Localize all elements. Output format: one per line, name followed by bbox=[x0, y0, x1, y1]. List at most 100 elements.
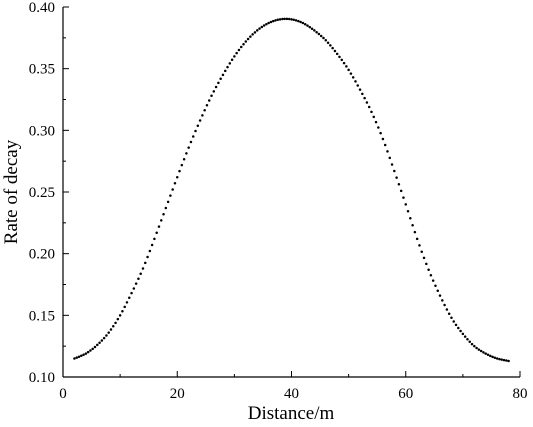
data-point bbox=[470, 342, 474, 346]
x-tick-label: 0 bbox=[59, 386, 67, 402]
data-point bbox=[173, 182, 177, 185]
data-point bbox=[358, 88, 362, 91]
data-point bbox=[406, 209, 410, 213]
data-point bbox=[178, 169, 181, 173]
y-tick-label: 0.15 bbox=[29, 308, 55, 324]
data-point bbox=[507, 359, 510, 363]
data-point bbox=[333, 49, 337, 53]
data-point bbox=[372, 115, 376, 119]
data-point bbox=[75, 356, 78, 359]
y-tick-label: 0.25 bbox=[29, 185, 55, 201]
data-point bbox=[139, 272, 142, 276]
data-point bbox=[486, 353, 490, 356]
data-point bbox=[454, 323, 458, 327]
data-point bbox=[260, 25, 264, 29]
data-point bbox=[148, 249, 152, 253]
data-point bbox=[322, 36, 325, 40]
data-point bbox=[169, 194, 172, 197]
data-point bbox=[269, 20, 273, 24]
data-point bbox=[160, 219, 163, 222]
data-point bbox=[308, 25, 312, 29]
data-point bbox=[443, 303, 446, 307]
data-point bbox=[393, 169, 396, 173]
data-point bbox=[253, 31, 257, 34]
data-point bbox=[205, 104, 209, 107]
data-point bbox=[436, 289, 439, 292]
data-point bbox=[390, 163, 394, 166]
data-point bbox=[228, 62, 232, 65]
data-point bbox=[287, 17, 291, 21]
data-point bbox=[505, 359, 508, 362]
x-tick-label: 40 bbox=[284, 386, 299, 402]
data-point bbox=[420, 250, 423, 253]
data-point bbox=[461, 332, 465, 336]
data-point bbox=[361, 92, 364, 96]
data-point bbox=[251, 33, 254, 36]
data-point bbox=[459, 329, 462, 333]
data-point bbox=[180, 163, 184, 167]
data-point bbox=[297, 19, 300, 23]
data-point bbox=[425, 262, 428, 266]
data-point bbox=[210, 94, 213, 98]
data-point bbox=[404, 203, 407, 206]
data-points bbox=[73, 17, 510, 363]
data-point bbox=[450, 316, 453, 320]
data-point bbox=[441, 299, 444, 302]
data-point bbox=[116, 317, 120, 321]
data-point bbox=[340, 58, 344, 62]
data-point bbox=[132, 287, 136, 290]
data-point bbox=[383, 143, 387, 147]
data-point bbox=[267, 21, 270, 25]
data-point bbox=[411, 224, 414, 227]
data-point bbox=[498, 357, 501, 361]
data-point bbox=[89, 349, 92, 352]
data-point bbox=[324, 39, 328, 42]
data-point bbox=[219, 77, 222, 81]
data-point bbox=[331, 46, 334, 50]
data-point bbox=[317, 32, 321, 36]
data-point bbox=[107, 331, 110, 334]
data-point bbox=[374, 120, 378, 124]
data-point bbox=[130, 291, 133, 295]
data-point bbox=[214, 85, 218, 89]
data-point bbox=[134, 282, 138, 285]
data-point bbox=[105, 334, 108, 337]
data-point bbox=[463, 335, 467, 338]
data-point bbox=[80, 354, 83, 358]
data-point bbox=[112, 325, 115, 328]
data-point bbox=[306, 24, 309, 27]
data-point bbox=[157, 225, 161, 228]
data-point bbox=[413, 230, 417, 234]
y-axis-ticks: 0.10 0.15 0.20 0.25 0.30 0.35 0.40 bbox=[29, 0, 69, 386]
data-point bbox=[301, 21, 305, 25]
data-point bbox=[189, 140, 193, 144]
plot-frame bbox=[62, 7, 520, 378]
data-point bbox=[491, 355, 494, 359]
data-point bbox=[354, 80, 357, 83]
data-point bbox=[402, 196, 405, 199]
data-point bbox=[276, 18, 280, 22]
data-point bbox=[342, 61, 346, 65]
data-point bbox=[176, 175, 179, 179]
data-point bbox=[191, 135, 195, 138]
y-tick-label: 0.40 bbox=[29, 0, 55, 16]
data-point bbox=[290, 18, 293, 21]
data-point bbox=[466, 338, 469, 341]
data-point bbox=[255, 29, 259, 32]
data-point bbox=[100, 339, 104, 342]
data-point bbox=[475, 346, 478, 350]
data-point bbox=[495, 357, 499, 360]
data-point bbox=[370, 110, 373, 114]
data-point bbox=[422, 256, 426, 260]
data-point bbox=[388, 156, 391, 160]
data-point bbox=[457, 326, 460, 330]
data-point bbox=[144, 261, 147, 265]
data-point bbox=[73, 357, 76, 360]
data-point bbox=[438, 294, 442, 297]
data-point bbox=[447, 312, 451, 316]
data-point bbox=[386, 150, 389, 153]
data-point bbox=[313, 29, 316, 32]
data-point bbox=[98, 341, 101, 345]
data-point bbox=[82, 353, 85, 357]
